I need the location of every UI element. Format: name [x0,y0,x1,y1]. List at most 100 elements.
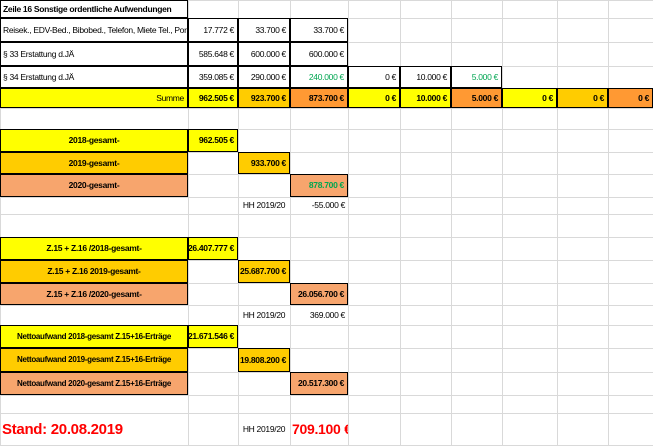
cell-text: 5.000 € [471,92,499,103]
summe-value[interactable]: 10.000 € [400,88,451,108]
z-total-value[interactable]: 25.687.700 € [238,260,290,283]
cell-text: 26.056.700 € [297,288,344,299]
gridline-vertical [608,0,609,445]
netto-label[interactable]: Nettoaufwand 2020-gesamt Z.15+16-Erträge [0,372,188,395]
netto-value[interactable]: 20.517.300 € [290,372,348,395]
final-diff[interactable]: 709.100 € [290,413,348,445]
value-cell[interactable]: 17.772 € [188,18,238,42]
cell-text: 33.700 € [255,24,286,35]
hh-label[interactable]: HH 2019/20 [238,413,290,445]
year-total-value[interactable]: 878.700 € [290,174,348,197]
cell-text: HH 2019/20 [242,200,286,211]
netto-value[interactable]: 19.808.200 € [238,348,290,372]
gridline-horizontal [0,413,653,414]
value-cell[interactable]: 600.000 € [290,42,348,66]
gridline-horizontal [0,395,653,396]
cell-text: HH 2019/20 [242,309,286,320]
summe-value[interactable]: 0 € [557,88,608,108]
cell-text: Nettoaufwand 2019-gesamt Z.15+16-Erträge [16,355,172,364]
cell-text: 873.700 € [308,92,344,103]
cell-text: 25.687.700 € [239,266,286,277]
cell-text: HH 2019/20 [242,423,286,434]
value-cell[interactable]: 10.000 € [400,66,451,88]
cell-text: Summe [156,92,184,103]
z-total-label[interactable]: Z.15 + Z.16 2019-gesamt- [0,260,188,283]
cell-text: Reisek., EDV-Bed., Bibobed., Telefon, Mi… [3,24,187,35]
gridline-vertical [557,0,558,445]
year-total-label[interactable]: 2020-gesamt- [0,174,188,197]
netto-label[interactable]: Nettoaufwand 2019-gesamt Z.15+16-Erträge [0,348,188,372]
z-total-label[interactable]: Z.15 + Z.16 /2018-gesamt- [0,237,188,260]
cell-text: 10.000 € [416,92,447,103]
gridline-vertical [290,0,291,445]
value-cell[interactable]: 585.648 € [188,42,238,66]
cell-text: 0 € [593,92,604,103]
gridline-horizontal [0,152,653,153]
cell-text: 0 € [542,92,553,103]
stand-date[interactable]: Stand: 20.08.2019 [0,413,188,445]
hh-label[interactable]: HH 2019/20 [238,305,290,325]
value-cell[interactable]: 33.700 € [290,18,348,42]
netto-label[interactable]: Nettoaufwand 2018-gesamt Z.15+16-Erträge [0,325,188,348]
value-cell[interactable]: 359.085 € [188,66,238,88]
cell-text: 923.700 € [250,92,286,103]
gridline-vertical [188,0,189,445]
gridline-horizontal [0,348,653,349]
year-total-value[interactable]: 933.700 € [238,152,290,174]
cell-text: Z.15 + Z.16 /2018-gesamt- [46,243,142,254]
gridline-horizontal [0,0,653,1]
summe-value[interactable]: 0 € [608,88,653,108]
cell-text: 17.772 € [203,24,234,35]
diff-value[interactable]: 369.000 € [290,305,348,325]
netto-value[interactable]: 21.671.546 € [188,325,238,348]
cell-text: 878.700 € [308,180,344,191]
row-label[interactable]: § 33 Erstattung d.JÄ [0,42,188,66]
cell-text: 240.000 € [308,71,344,82]
cell-text: 600.000 € [308,48,344,59]
summe-value[interactable]: 0 € [502,88,557,108]
cell-text: 2018-gesamt- [68,135,120,146]
gridline-horizontal [0,108,653,109]
value-cell[interactable]: 600.000 € [238,42,290,66]
value-cell[interactable]: 290.000 € [238,66,290,88]
hh-label[interactable]: HH 2019/20 [238,197,290,214]
z-total-value[interactable]: 26.056.700 € [290,283,348,305]
year-total-label[interactable]: 2018-gesamt- [0,129,188,152]
value-cell[interactable]: 33.700 € [238,18,290,42]
summe-value[interactable]: 962.505 € [188,88,238,108]
cell-text: 26.407.777 € [188,243,234,254]
summe-label[interactable]: Summe [0,88,188,108]
gridline-vertical [502,0,503,445]
cell-text: 0 € [385,71,396,82]
sheet-title[interactable]: Zeile 16 Sonstige ordentliche Aufwendung… [0,0,188,18]
year-total-value[interactable]: 962.505 € [188,129,238,152]
summe-value[interactable]: 5.000 € [451,88,502,108]
row-label[interactable]: § 34 Erstattung d.JÄ [0,66,188,88]
year-total-label[interactable]: 2019-gesamt- [0,152,188,174]
cell-text: 20.517.300 € [297,378,344,389]
cell-text: 709.100 € [292,421,348,437]
value-cell[interactable]: 5.000 € [451,66,502,88]
gridline-horizontal [0,214,653,215]
z-total-label[interactable]: Z.15 + Z.16 /2020-gesamt- [0,283,188,305]
cell-text: 0 € [638,92,649,103]
cell-text: 21.671.546 € [188,331,234,342]
gridline-vertical [238,0,239,445]
cell-text: Nettoaufwand 2018-gesamt Z.15+16-Erträge [16,331,172,341]
summe-value[interactable]: 873.700 € [290,88,348,108]
gridline-vertical [0,0,1,445]
cell-text: 962.505 € [198,92,234,103]
summe-value[interactable]: 0 € [348,88,400,108]
summe-value[interactable]: 923.700 € [238,88,290,108]
cell-text: § 34 Erstattung d.JÄ [3,71,75,82]
z-total-value[interactable]: 26.407.777 € [188,237,238,260]
value-cell[interactable]: 0 € [348,66,400,88]
diff-value[interactable]: -55.000 € [290,197,348,214]
cell-text: Stand: 20.08.2019 [2,420,123,438]
cell-text: 2019-gesamt- [68,157,120,168]
row-label[interactable]: Reisek., EDV-Bed., Bibobed., Telefon, Mi… [0,18,188,42]
cell-text: 600.000 € [250,48,286,59]
gridline-horizontal [0,129,653,130]
value-cell[interactable]: 240.000 € [290,66,348,88]
